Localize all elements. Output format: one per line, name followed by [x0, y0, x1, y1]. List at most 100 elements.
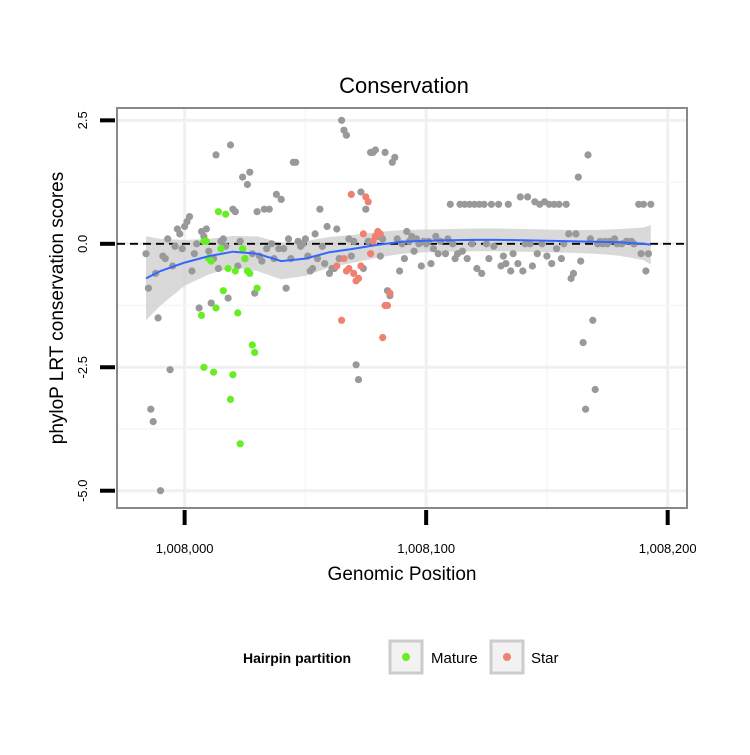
point-mature-14 [229, 371, 237, 379]
point-other-197 [637, 250, 645, 258]
axes: 1,008,000 1,008,100 1,008,200 2.5 0.0 -2.5 -5.… [75, 111, 697, 556]
point-other-134 [468, 240, 476, 248]
point-other-6 [156, 487, 165, 495]
point-other-201 [647, 200, 655, 208]
legend: Hairpin partition Mature Star [243, 639, 559, 675]
point-other-159 [533, 250, 541, 258]
point-other-66 [301, 235, 309, 243]
point-mature-9 [217, 245, 225, 253]
y-tick-label-0: 2.5 [75, 111, 90, 129]
point-star-21 [386, 289, 394, 297]
point-other-85 [347, 252, 355, 260]
point-other-58 [282, 284, 290, 292]
point-other-111 [410, 247, 418, 255]
point-other-87 [352, 361, 360, 369]
point-other-165 [548, 260, 556, 268]
point-other-151 [514, 260, 522, 268]
point-other-114 [417, 262, 425, 270]
point-star-17 [376, 230, 384, 238]
point-other-26 [205, 247, 213, 255]
point-other-120 [432, 232, 440, 240]
point-other-147 [502, 260, 510, 268]
point-other-56 [277, 195, 285, 203]
point-other-126 [449, 240, 457, 248]
point-other-99 [381, 148, 389, 156]
point-other-104 [393, 235, 401, 243]
point-other-62 [292, 158, 300, 166]
point-other-199 [642, 267, 650, 275]
smooth-line [145, 238, 651, 280]
point-other-157 [528, 262, 537, 270]
point-other-139 [480, 200, 488, 208]
point-other-52 [268, 240, 276, 248]
legend-item-mature: Mature [388, 639, 478, 675]
point-other-121 [434, 250, 442, 258]
confidence-ribbon [146, 225, 651, 321]
point-mature-21 [246, 269, 254, 277]
legend-label-mature: Mature [431, 650, 478, 667]
point-other-54 [272, 190, 280, 198]
legend-item-star: Star [489, 639, 559, 675]
points-layer [142, 116, 655, 495]
point-other-178 [579, 339, 587, 347]
point-mature-1 [200, 363, 208, 371]
point-other-105 [396, 267, 404, 275]
point-other-72 [316, 205, 324, 213]
point-other-152 [516, 193, 524, 201]
point-other-95 [371, 146, 379, 154]
point-other-9 [164, 235, 172, 243]
point-other-57 [280, 245, 288, 253]
y-tick-label-1: 0.0 [75, 235, 90, 253]
point-other-2 [147, 405, 155, 413]
point-other-83 [342, 131, 350, 139]
point-star-8 [354, 274, 363, 282]
point-other-167 [553, 245, 561, 253]
point-other-142 [487, 200, 495, 208]
point-other-132 [463, 255, 471, 263]
point-other-125 [446, 200, 454, 208]
point-other-91 [362, 205, 370, 213]
point-other-48 [258, 257, 266, 265]
point-star-4 [345, 264, 353, 273]
point-star-1 [338, 316, 346, 324]
point-other-89 [357, 188, 365, 196]
point-other-25 [202, 225, 210, 233]
point-other-10 [166, 366, 174, 374]
point-other-171 [562, 200, 570, 208]
point-other-130 [458, 247, 466, 255]
legend-title: Hairpin partition [243, 650, 351, 666]
point-other-40 [239, 173, 247, 181]
point-other-175 [572, 230, 580, 238]
point-other-59 [284, 235, 293, 243]
point-star-2 [340, 255, 348, 263]
point-other-176 [574, 173, 582, 181]
point-other-73 [318, 242, 326, 250]
point-other-75 [323, 222, 331, 231]
legend-label-star: Star [531, 650, 559, 667]
point-other-143 [490, 242, 498, 250]
point-other-148 [504, 200, 512, 208]
x-axis-label: Genomic Position [328, 564, 477, 585]
point-mature-3 [202, 237, 210, 245]
chart-title: Conservation [339, 73, 469, 98]
point-other-43 [246, 168, 254, 176]
point-other-12 [171, 242, 179, 250]
point-star-10 [359, 230, 367, 238]
plot-panel [116, 107, 688, 509]
x-tick-label-2: 1,008,200 [639, 541, 697, 556]
point-other-155 [524, 193, 532, 201]
point-star-20 [383, 301, 392, 310]
point-mature-17 [236, 440, 244, 448]
point-other-163 [543, 252, 551, 260]
point-mature-18 [239, 245, 247, 253]
point-other-18 [185, 213, 194, 221]
point-other-1 [144, 284, 152, 292]
point-other-103 [391, 153, 399, 161]
point-other-153 [519, 267, 527, 275]
point-mature-23 [251, 348, 259, 356]
point-other-136 [473, 264, 481, 273]
point-star-6 [350, 269, 358, 277]
point-other-46 [253, 208, 261, 216]
